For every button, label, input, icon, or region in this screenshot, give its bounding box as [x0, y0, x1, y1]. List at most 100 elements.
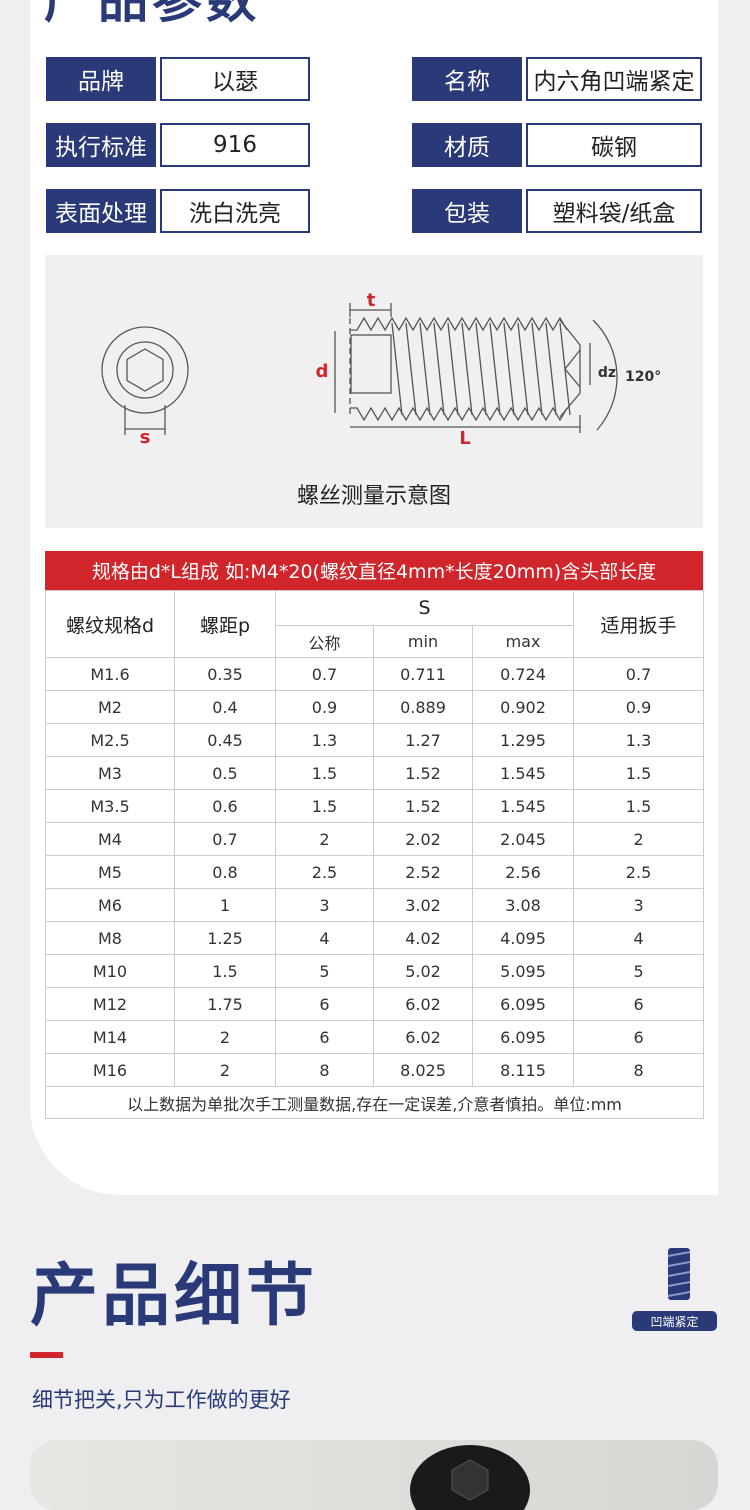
- data-row: M10 1.5 5 5.02 5.095 5: [45, 954, 705, 988]
- accent-bar: [30, 1352, 63, 1358]
- header-cell: S: [274, 590, 575, 626]
- data-cell: 1.5: [174, 954, 276, 988]
- spec-value: 洗白洗亮: [160, 189, 310, 233]
- data-cell: 4.095: [471, 921, 575, 955]
- data-cell: 6: [573, 987, 705, 1021]
- data-cell: 6.02: [373, 987, 473, 1021]
- data-cell: 1.25: [174, 921, 276, 955]
- data-cell: 2.045: [471, 822, 575, 856]
- data-row: M2 0.4 0.9 0.889 0.902 0.9: [45, 690, 705, 724]
- header-cell: 螺距p: [174, 590, 276, 658]
- data-cell: 4: [275, 921, 374, 955]
- data-cell: 2: [573, 822, 705, 856]
- data-cell: 5.02: [373, 954, 473, 988]
- header-cell: 适用扳手: [573, 590, 705, 658]
- detail-photo: [30, 1440, 718, 1510]
- data-cell: 6: [275, 1020, 374, 1054]
- subheader-cell: max: [471, 625, 575, 658]
- label-angle: 120°: [625, 369, 661, 385]
- data-cell: 0.5: [174, 756, 276, 790]
- data-cell: M16: [45, 1053, 175, 1087]
- data-cell: 1.545: [471, 756, 575, 790]
- subheader-row: 公称 min max: [46, 625, 704, 658]
- header-cell: 螺纹规格d: [45, 590, 175, 658]
- data-row: M1.6 0.35 0.7 0.711 0.724 0.7: [45, 657, 705, 691]
- data-row: M12 1.75 6 6.02 6.095 6: [45, 987, 705, 1021]
- spec-label: 材质: [412, 123, 522, 167]
- data-cell: 0.711: [373, 657, 473, 691]
- label-t: t: [367, 290, 376, 311]
- data-cell: 6: [275, 987, 374, 1021]
- label-d: d: [316, 361, 329, 382]
- data-cell: 5: [573, 954, 705, 988]
- data-cell: 0.724: [471, 657, 575, 691]
- data-cell: M2: [45, 690, 175, 724]
- data-cell: 6: [573, 1020, 705, 1054]
- data-cell: M3: [45, 756, 175, 790]
- data-cell: 0.35: [174, 657, 276, 691]
- data-cell: 3.08: [471, 888, 575, 922]
- data-cell: M5: [45, 855, 175, 889]
- data-cell: M14: [45, 1020, 175, 1054]
- data-row: M2.5 0.45 1.3 1.27 1.295 1.3: [45, 723, 705, 757]
- data-cell: 1.5: [275, 756, 374, 790]
- data-cell: 5: [275, 954, 374, 988]
- data-row: M14 2 6 6.02 6.095 6: [45, 1020, 705, 1054]
- spec-label: 表面处理: [46, 189, 156, 233]
- data-cell: 0.8: [174, 855, 276, 889]
- data-cell: 3: [573, 888, 705, 922]
- spec-label: 执行标准: [46, 123, 156, 167]
- spec-value: 碳钢: [526, 123, 702, 167]
- data-cell: 1.295: [471, 723, 575, 757]
- data-cell: M6: [45, 888, 175, 922]
- label-l: L: [459, 428, 470, 449]
- spec-label: 名称: [412, 57, 522, 101]
- data-row: M8 1.25 4 4.02 4.095 4: [45, 921, 705, 955]
- diagram-caption: 螺丝测量示意图: [297, 484, 451, 509]
- data-cell: 0.7: [573, 657, 705, 691]
- data-cell: 1: [174, 888, 276, 922]
- data-cell: 0.9: [275, 690, 374, 724]
- note-cell: 以上数据为单批次手工测量数据,存在一定误差,介意者慎拍。单位:mm: [44, 1086, 705, 1119]
- spec-value: 以瑟: [160, 57, 310, 101]
- data-cell: 1.5: [573, 789, 705, 823]
- data-cell: M2.5: [45, 723, 175, 757]
- data-cell: 6.02: [373, 1020, 473, 1054]
- data-cell: M1.6: [45, 657, 175, 691]
- details-subtitle: 细节把关,只为工作做的更好: [32, 1388, 291, 1412]
- data-cell: 2: [174, 1020, 276, 1054]
- data-cell: 1.5: [573, 756, 705, 790]
- data-cell: 0.889: [373, 690, 473, 724]
- data-cell: 2: [174, 1053, 276, 1087]
- spec-value: 内六角凹端紧定: [526, 57, 702, 101]
- subheader-cell: min: [373, 625, 473, 658]
- data-cell: 2.56: [471, 855, 575, 889]
- spec-table: 螺纹规格d 螺距p S 适用扳手 公称 min max M1.6 0.35 0.7 0…: [44, 590, 705, 1119]
- data-cell: 1.3: [573, 723, 705, 757]
- data-cell: 2.02: [373, 822, 473, 856]
- data-cell: 2: [275, 822, 374, 856]
- data-cell: 5.095: [471, 954, 575, 988]
- section-title: 产品参数: [44, 0, 260, 29]
- data-cell: 1.5: [275, 789, 374, 823]
- data-cell: 8: [275, 1053, 374, 1087]
- data-row: M16 2 8 8.025 8.115 8: [45, 1053, 705, 1087]
- photo-art: [410, 1445, 530, 1510]
- data-cell: 1.27: [373, 723, 473, 757]
- data-row: M3 0.5 1.5 1.52 1.545 1.5: [45, 756, 705, 790]
- data-row: M4 0.7 2 2.02 2.045 2: [45, 822, 705, 856]
- data-cell: 8: [573, 1053, 705, 1087]
- data-cell: 6.095: [471, 987, 575, 1021]
- subheader-cell: 公称: [275, 625, 374, 658]
- data-cell: M10: [45, 954, 175, 988]
- label-dz: dz: [598, 365, 616, 381]
- header-row: 螺纹规格d 螺距p S 适用扳手: [45, 590, 705, 658]
- spec-value: 塑料袋/纸盒: [526, 189, 702, 233]
- data-cell: 1.3: [275, 723, 374, 757]
- data-cell: 1.52: [373, 789, 473, 823]
- data-cell: 1.545: [471, 789, 575, 823]
- data-cell: 8.025: [373, 1053, 473, 1087]
- data-cell: 3.02: [373, 888, 473, 922]
- data-cell: 0.4: [174, 690, 276, 724]
